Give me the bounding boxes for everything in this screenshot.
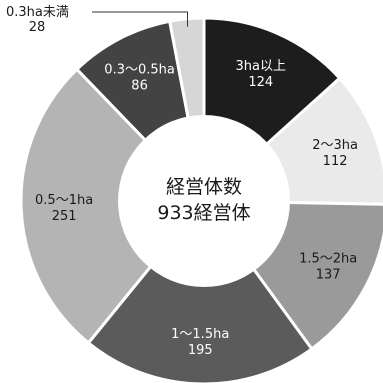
- slice-label-6: 0.3～0.5ha: [104, 63, 175, 78]
- center-label-line-2: 933経営体: [157, 202, 250, 224]
- slice-label-1: 3ha以上: [236, 59, 286, 74]
- donut-hole: [118, 115, 290, 287]
- slice-value-7: 28: [29, 20, 46, 35]
- slice-5: [19, 67, 207, 345]
- slice-label-2: 2～3ha: [312, 138, 358, 153]
- slice-label-5: 0.5～1ha: [35, 193, 93, 208]
- slice-label-3: 1.5～2ha: [299, 252, 357, 267]
- slice-value-2: 112: [323, 154, 348, 169]
- center-label-line-1: 経営体数: [166, 176, 242, 198]
- callout-line-7: [92, 11, 189, 27]
- slice-value-6: 86: [131, 79, 148, 94]
- slice-value-1: 124: [248, 75, 273, 90]
- slice-label-7: 0.3ha未満: [6, 5, 69, 20]
- slice-value-3: 137: [316, 268, 341, 283]
- slice-4: [86, 198, 314, 383]
- slice-value-4: 195: [188, 343, 213, 358]
- slice-label-4: 1～1.5ha: [171, 327, 229, 342]
- slice-value-5: 251: [52, 209, 77, 224]
